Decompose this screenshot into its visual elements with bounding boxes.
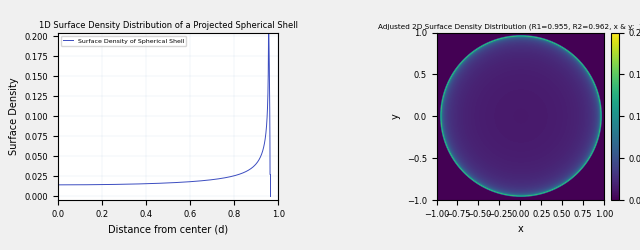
- Surface Density of Spherical Shell: [260, 145, 268, 148]
- Surface Density of Spherical Shell: [54, 183, 61, 186]
- Surface Density of Spherical Shell: [266, 173, 274, 176]
- Surface Density of Spherical Shell: [152, 182, 159, 185]
- X-axis label: Distance from center (d): Distance from center (d): [108, 224, 228, 234]
- Surface Density of Spherical Shell: [260, 145, 268, 148]
- Title: Adjusted 2D Surface Density Distribution (R1=0.955, R2=0.962, x & y:  1 to 1): Adjusted 2D Surface Density Distribution…: [378, 23, 640, 30]
- Surface Density of Spherical Shell: [265, 12, 273, 15]
- Surface Density of Spherical Shell: [157, 182, 164, 185]
- Y-axis label: Surface Density: Surface Density: [8, 78, 19, 155]
- Line: Surface Density of Spherical Shell: Surface Density of Spherical Shell: [58, 14, 270, 185]
- X-axis label: x: x: [517, 224, 523, 234]
- Legend: Surface Density of Spherical Shell: Surface Density of Spherical Shell: [61, 36, 186, 46]
- Y-axis label: y: y: [391, 114, 401, 119]
- Surface Density of Spherical Shell: [65, 183, 72, 186]
- Title: 1D Surface Density Distribution of a Projected Spherical Shell: 1D Surface Density Distribution of a Pro…: [38, 21, 298, 30]
- Surface Density of Spherical Shell: [221, 176, 228, 179]
